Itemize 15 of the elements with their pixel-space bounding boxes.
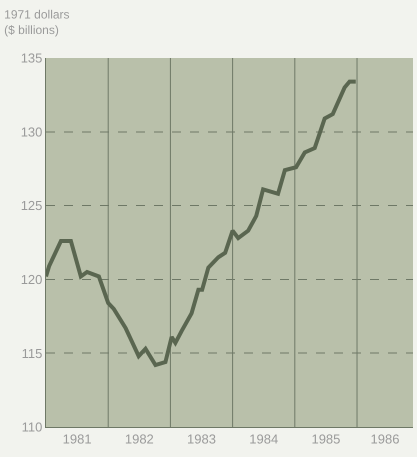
y-tick-label: 120 bbox=[20, 272, 42, 287]
y-tick-label: 135 bbox=[20, 50, 42, 66]
x-tick-label: 1985 bbox=[311, 432, 340, 447]
y-tick-label: 115 bbox=[22, 346, 42, 361]
x-tick-label: 1981 bbox=[62, 432, 92, 447]
line-series bbox=[46, 80, 358, 368]
chart-title: 1971 dollars bbox=[4, 7, 70, 22]
x-tick-label: 1984 bbox=[249, 432, 278, 447]
y-tick-label: 130 bbox=[20, 124, 42, 140]
chart-subtitle: ($ billions) bbox=[4, 22, 59, 37]
y-tick-label: 110 bbox=[22, 420, 42, 435]
x-tick-label: 1982 bbox=[124, 432, 154, 447]
x-tick-label: 1986 bbox=[370, 432, 400, 447]
x-tick-label: 1983 bbox=[187, 432, 216, 447]
y-tick-label: 125 bbox=[20, 198, 42, 214]
